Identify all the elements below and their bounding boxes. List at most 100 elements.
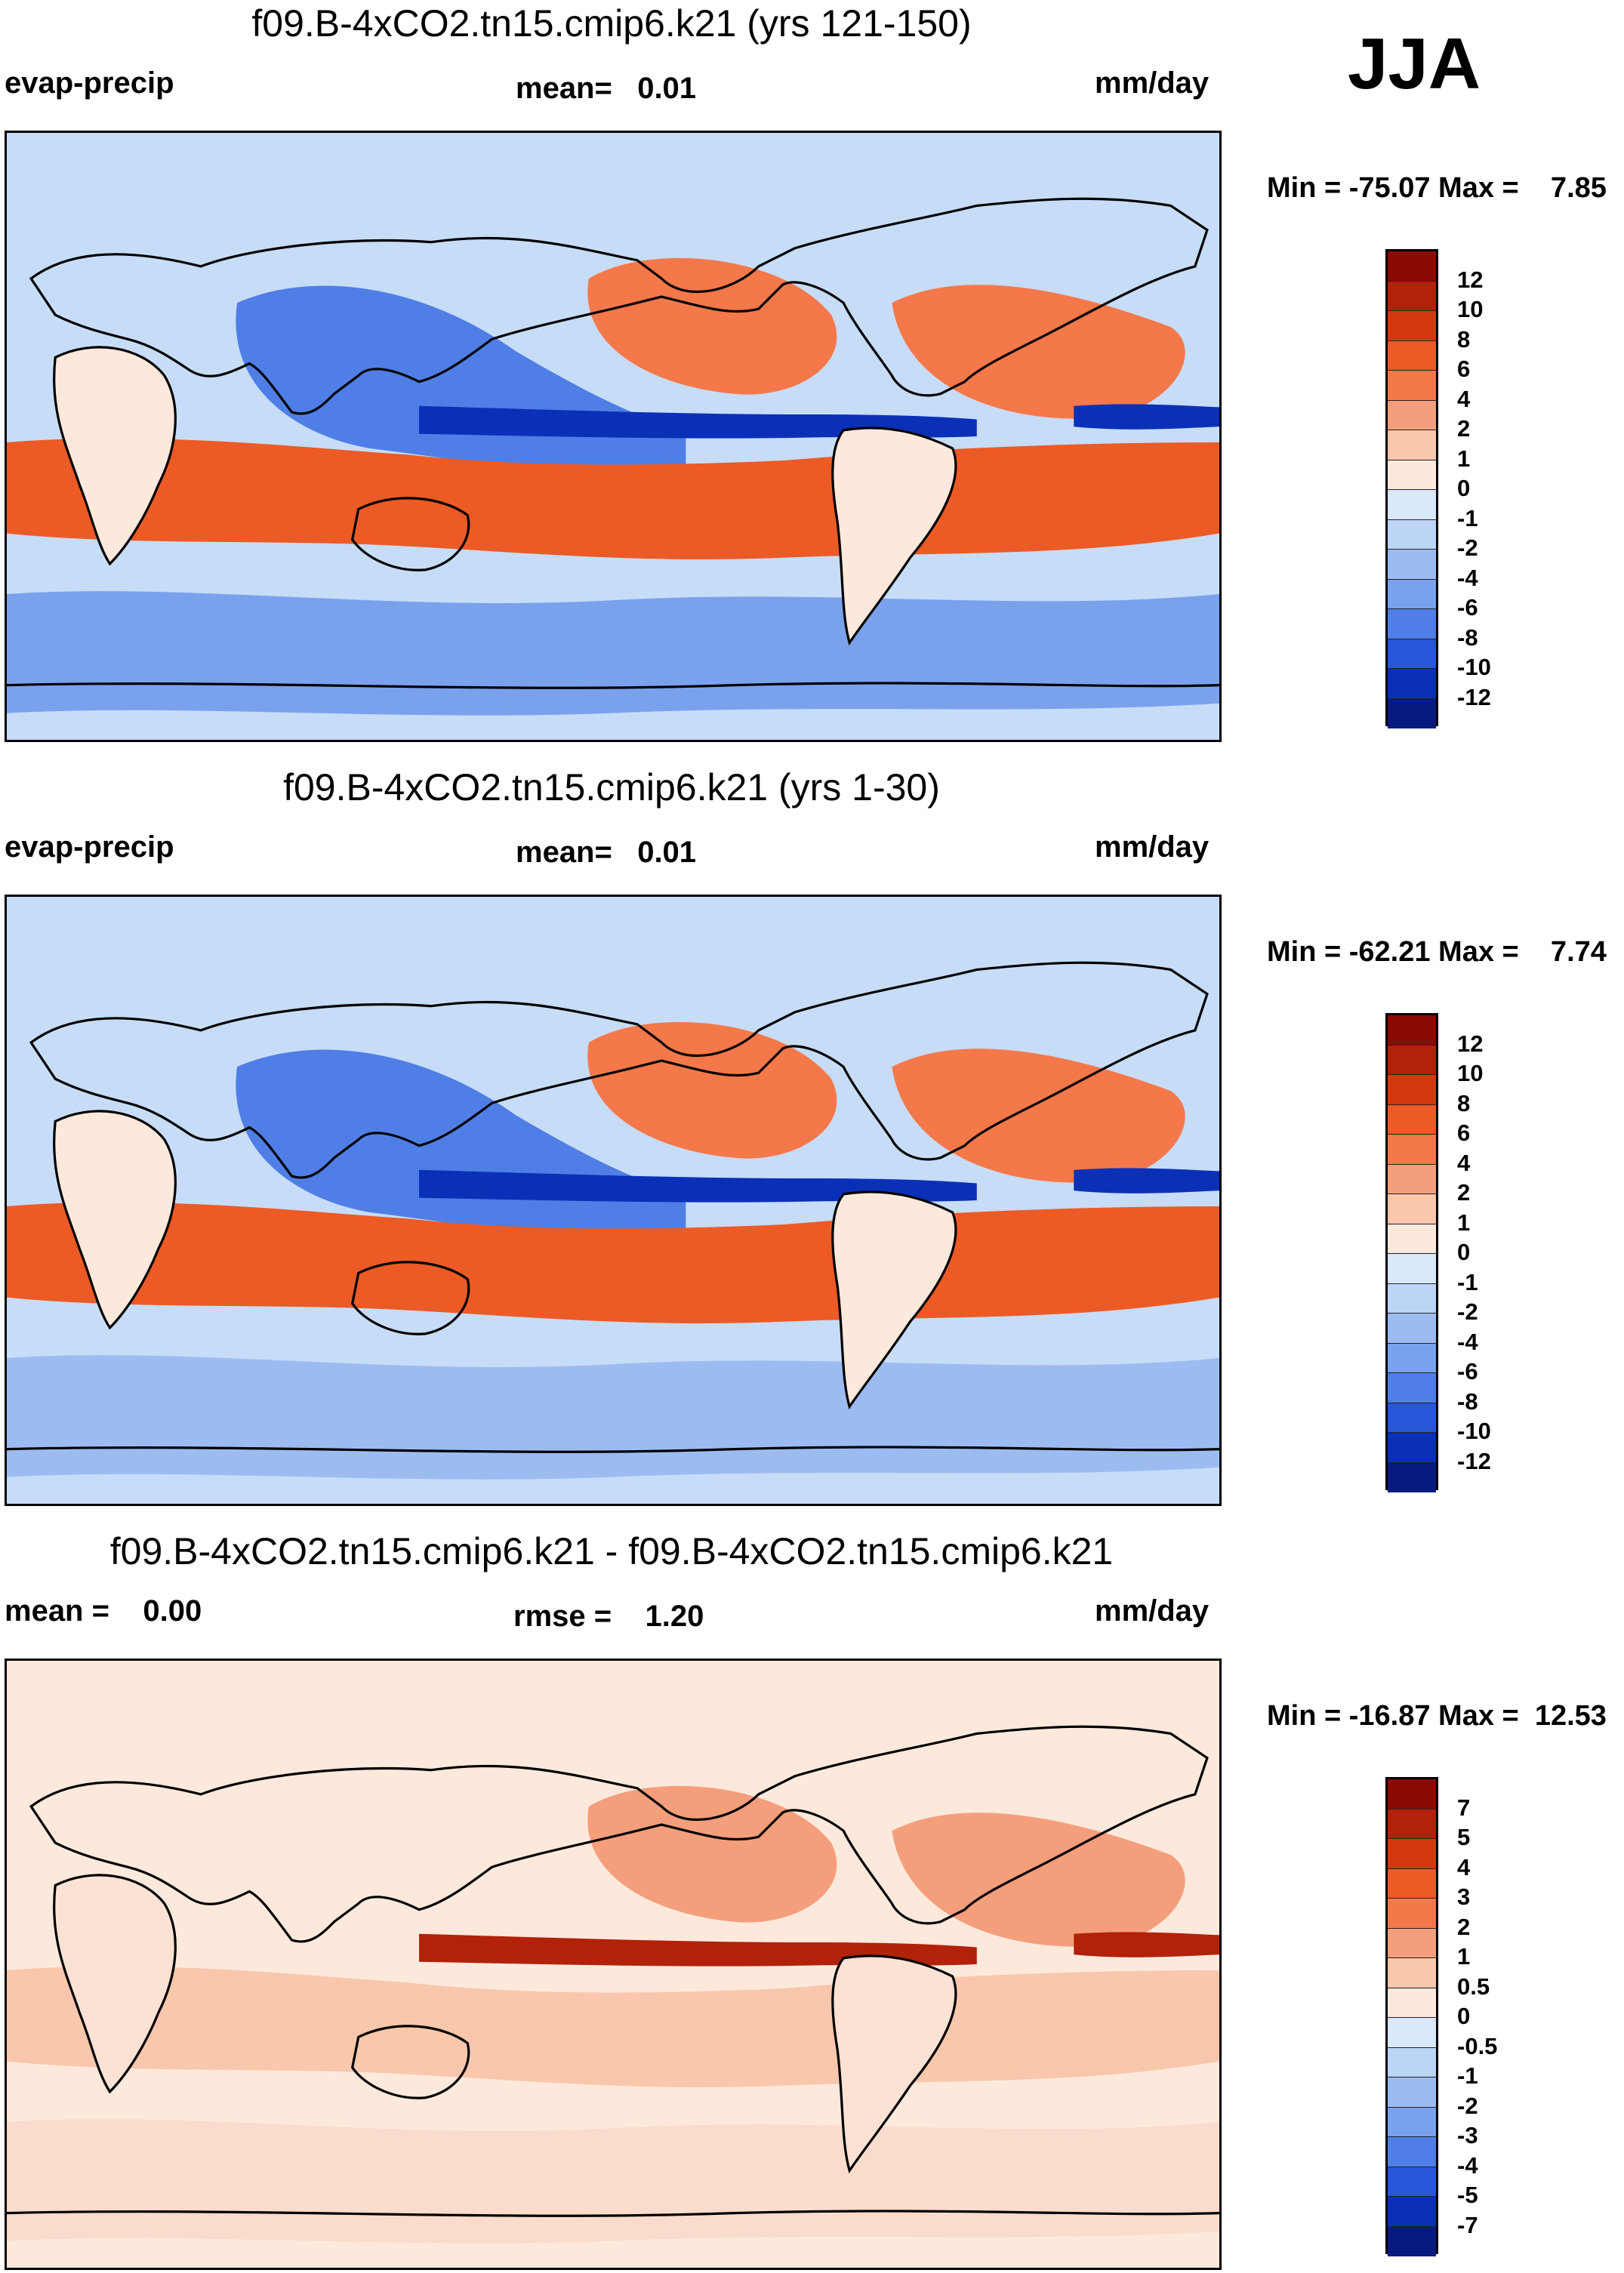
colorbar-label: -2 <box>1457 2092 1478 2119</box>
units-label: mm/day <box>1095 66 1210 100</box>
colorbar-label: 8 <box>1457 1089 1471 1116</box>
world-map <box>5 895 1222 1506</box>
colorbar-label: 2 <box>1457 1179 1471 1206</box>
units-label: mm/day <box>1095 1594 1210 1628</box>
colorbar-swatch <box>1388 1373 1436 1403</box>
colorbar-swatch <box>1388 1899 1436 1929</box>
colorbar-label: 10 <box>1457 1060 1484 1086</box>
colorbar-label: -5 <box>1457 2182 1478 2208</box>
atlantic-itcz-field <box>1074 404 1219 430</box>
colorbar-label: -1 <box>1457 2062 1478 2089</box>
colorbar-label: 2 <box>1457 415 1471 442</box>
colorbar-swatch <box>1388 2047 1436 2077</box>
colorbar-label: 4 <box>1457 1149 1471 1176</box>
itcz-band-field <box>419 1933 977 1967</box>
colorbar-swatch <box>1388 609 1436 639</box>
colorbar-swatch <box>1388 2077 1436 2108</box>
colorbar-label: 6 <box>1457 356 1471 382</box>
colorbar-swatch <box>1388 1839 1436 1869</box>
colorbar-label: 0 <box>1457 475 1471 501</box>
world-map <box>5 1659 1222 2270</box>
colorbar-label: -6 <box>1457 594 1478 621</box>
colorbar-label: -10 <box>1457 1418 1491 1444</box>
colorbar-label: -3 <box>1457 2122 1478 2148</box>
colorbar-swatch <box>1388 1135 1436 1165</box>
colorbar-swatch <box>1388 1809 1436 1839</box>
colorbar-swatch <box>1388 1104 1436 1135</box>
colorbar-label: -1 <box>1457 1268 1478 1295</box>
coastlines <box>7 961 1219 1453</box>
colorbar-swatch <box>1388 2226 1436 2256</box>
colorbar-swatch <box>1388 2167 1436 2197</box>
variable-label: evap-precip <box>5 66 174 100</box>
colorbar-label: 12 <box>1457 266 1484 293</box>
colorbar-label: 5 <box>1457 1824 1471 1850</box>
variable-label: evap-precip <box>5 830 174 864</box>
colorbar-label: -6 <box>1457 1358 1478 1384</box>
colorbar-swatch <box>1388 1164 1436 1194</box>
colorbar-swatch <box>1388 251 1436 282</box>
colorbar-swatch <box>1388 1779 1436 1809</box>
min-max-label: Min = -62.21 Max = 7.74 <box>1267 936 1607 968</box>
itcz-band-field <box>419 1169 977 1203</box>
units-label: mm/day <box>1095 830 1210 864</box>
colorbar-label: 0 <box>1457 2003 1471 2029</box>
colorbar-label: 8 <box>1457 325 1471 353</box>
colorbar-swatch <box>1388 1075 1436 1105</box>
colorbar-swatch <box>1388 460 1436 490</box>
colorbar <box>1385 1013 1438 1492</box>
colorbar <box>1385 1777 1438 2256</box>
panel-title: f09.B-4xCO2.tn15.cmip6.k21 - f09.B-4xCO2… <box>109 1530 1114 1572</box>
colorbar-label: -12 <box>1457 1447 1491 1474</box>
colorbar-swatch <box>1388 2197 1436 2227</box>
colorbar-swatch <box>1388 550 1436 580</box>
panel-title: f09.B-4xCO2.tn15.cmip6.k21 (yrs 121-150) <box>251 2 972 45</box>
itcz-band-field <box>419 405 977 439</box>
colorbar-swatch <box>1388 1343 1436 1373</box>
colorbar-label: 2 <box>1457 1913 1471 1940</box>
southern-ocean-field <box>7 591 1219 716</box>
colorbar-swatch <box>1388 281 1436 311</box>
colorbar-swatch <box>1388 400 1436 430</box>
map-field <box>7 1661 1219 2268</box>
colorbar-swatch <box>1388 639 1436 669</box>
colorbar-label: 1 <box>1457 1209 1471 1236</box>
coastlines <box>7 197 1219 689</box>
north-atlantic-high-field <box>892 1813 1185 1947</box>
colorbar-swatch <box>1388 1958 1436 1988</box>
colorbar-swatch <box>1388 490 1436 520</box>
colorbar-swatch <box>1388 1433 1436 1463</box>
southern-ocean-field <box>7 2119 1219 2244</box>
statistic-label: rmse = 1.20 <box>513 1600 704 1633</box>
world-map <box>5 131 1222 742</box>
colorbar-swatch <box>1388 2107 1436 2137</box>
colorbar-label: 1 <box>1457 1943 1471 1970</box>
colorbar-label: -10 <box>1457 654 1491 680</box>
colorbar-swatch <box>1388 1045 1436 1075</box>
colorbar-swatch <box>1388 1194 1436 1224</box>
min-max-label: Min = -16.87 Max = 12.53 <box>1267 1700 1607 1732</box>
colorbar-label: -2 <box>1457 1298 1478 1325</box>
colorbar-label: 3 <box>1457 1883 1471 1910</box>
colorbar-swatch <box>1388 698 1436 728</box>
map-field <box>7 133 1219 740</box>
variable-label: mean = 0.00 <box>5 1594 202 1628</box>
colorbar-label: 0.5 <box>1457 1973 1490 2000</box>
colorbar-label: 6 <box>1457 1120 1471 1146</box>
colorbar-swatch <box>1388 1928 1436 1958</box>
colorbar-swatch <box>1388 1868 1436 1899</box>
statistic-label: mean= 0.01 <box>516 836 697 869</box>
colorbar-swatch <box>1388 1403 1436 1433</box>
colorbar-label: 12 <box>1457 1030 1484 1057</box>
colorbar-swatch <box>1388 2018 1436 2048</box>
colorbar-swatch <box>1388 1462 1436 1492</box>
season-label: JJA <box>1348 23 1481 104</box>
colorbar-swatch <box>1388 1015 1436 1046</box>
colorbar-label: -8 <box>1457 1388 1478 1415</box>
colorbar-swatch <box>1388 1224 1436 1254</box>
north-atlantic-high-field <box>892 285 1185 419</box>
atlantic-itcz-field <box>1074 1168 1219 1193</box>
colorbar-label: 10 <box>1457 296 1484 322</box>
colorbar-swatch <box>1388 2137 1436 2167</box>
colorbar-label: 4 <box>1457 1853 1471 1880</box>
